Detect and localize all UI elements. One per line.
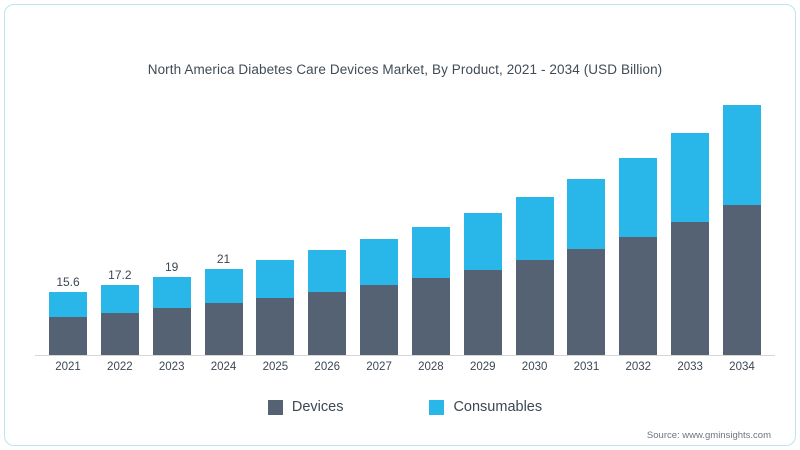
x-tick-label: 2023 — [158, 361, 185, 373]
bar-segment-devices[interactable] — [152, 308, 191, 355]
x-tick-label: 2026 — [314, 361, 341, 373]
bar-segment-consumables[interactable] — [360, 239, 399, 285]
bar-segment-consumables[interactable] — [152, 277, 191, 308]
bar-value-label: 21 — [216, 252, 231, 266]
x-tick-label: 2022 — [107, 361, 133, 373]
bar-segment-consumables[interactable] — [308, 250, 347, 292]
bar-segment-devices[interactable] — [567, 249, 606, 355]
bar-group[interactable] — [515, 105, 554, 355]
x-tick-label: 2025 — [262, 361, 289, 373]
x-tick-label: 2024 — [210, 361, 237, 373]
bar-group[interactable] — [567, 105, 606, 355]
bar-segment-consumables[interactable] — [619, 158, 658, 237]
bar-group[interactable]: 21 — [204, 105, 243, 355]
bar-segment-devices[interactable] — [360, 285, 399, 355]
bar-segment-consumables[interactable] — [722, 105, 761, 205]
bar-segment-devices[interactable] — [671, 222, 710, 355]
bar-segment-consumables[interactable] — [671, 133, 710, 222]
bar-segment-devices[interactable] — [515, 260, 554, 355]
source-attribution: Source: www.gminsights.com — [646, 430, 771, 441]
bar-segment-devices[interactable] — [100, 313, 139, 355]
legend-item-devices[interactable]: Devices — [267, 399, 344, 415]
bar-segment-devices[interactable] — [204, 303, 243, 355]
bar-segment-devices[interactable] — [256, 298, 295, 355]
legend-swatch-consumables — [429, 399, 445, 415]
bar-value-label: 15.6 — [56, 275, 80, 289]
bar-group[interactable] — [360, 105, 399, 355]
bar-value-label: 19 — [165, 260, 179, 274]
bar-segment-devices[interactable] — [463, 270, 502, 355]
plot-area: 15.6 17.2 19 21 — [35, 105, 775, 355]
bar-group[interactable] — [619, 105, 658, 355]
x-axis-line — [35, 355, 775, 356]
bar-group[interactable]: 17.2 — [100, 105, 139, 355]
legend-label-devices: Devices — [291, 399, 344, 415]
bar-segment-consumables[interactable] — [411, 227, 450, 278]
x-tick-label: 2021 — [55, 361, 81, 373]
legend-item-consumables[interactable]: Consumables — [429, 399, 542, 415]
x-tick-label: 2030 — [521, 361, 548, 373]
bar-value-label: 17.2 — [108, 268, 132, 282]
bar-segment-devices[interactable] — [619, 237, 658, 355]
bar-series-container: 15.6 17.2 19 21 — [35, 105, 775, 355]
chart-legend: Devices Consumables — [5, 399, 800, 415]
bar-segment-consumables[interactable] — [256, 260, 295, 298]
bar-group[interactable] — [411, 105, 450, 355]
chart-title: North America Diabetes Care Devices Mark… — [147, 62, 663, 77]
bar-group[interactable]: 19 — [152, 105, 191, 355]
bar-group[interactable] — [463, 105, 502, 355]
bar-segment-consumables[interactable] — [49, 292, 87, 317]
bar-segment-consumables[interactable] — [204, 269, 243, 303]
bar-group[interactable] — [671, 105, 710, 355]
x-tick-label: 2028 — [418, 361, 444, 373]
bar-group[interactable] — [256, 105, 295, 355]
bar-segment-devices[interactable] — [411, 278, 450, 355]
bar-segment-devices[interactable] — [722, 205, 761, 355]
bar-segment-devices[interactable] — [308, 292, 347, 355]
bar-group[interactable] — [722, 105, 761, 355]
bar-segment-consumables[interactable] — [463, 213, 502, 270]
x-tick-label: 2032 — [625, 361, 652, 373]
bar-group[interactable] — [308, 105, 347, 355]
x-tick-label: 2029 — [469, 361, 496, 373]
x-tick-label: 2027 — [366, 361, 392, 373]
bar-segment-consumables[interactable] — [567, 179, 606, 249]
bar-segment-devices[interactable] — [49, 317, 87, 355]
legend-label-consumables: Consumables — [453, 399, 543, 415]
x-axis-ticks: 2021 2022 2023 2024 2025 2026 2027 2028 … — [35, 361, 775, 373]
x-tick-label: 2031 — [573, 361, 600, 373]
legend-swatch-devices — [267, 399, 283, 415]
chart-frame: North America Diabetes Care Devices Mark… — [4, 4, 796, 446]
bar-group[interactable]: 15.6 — [49, 105, 87, 355]
x-tick-label: 2034 — [729, 361, 755, 373]
x-tick-label: 2033 — [677, 361, 703, 373]
bar-segment-consumables[interactable] — [515, 197, 554, 260]
bar-segment-consumables[interactable] — [100, 285, 139, 313]
